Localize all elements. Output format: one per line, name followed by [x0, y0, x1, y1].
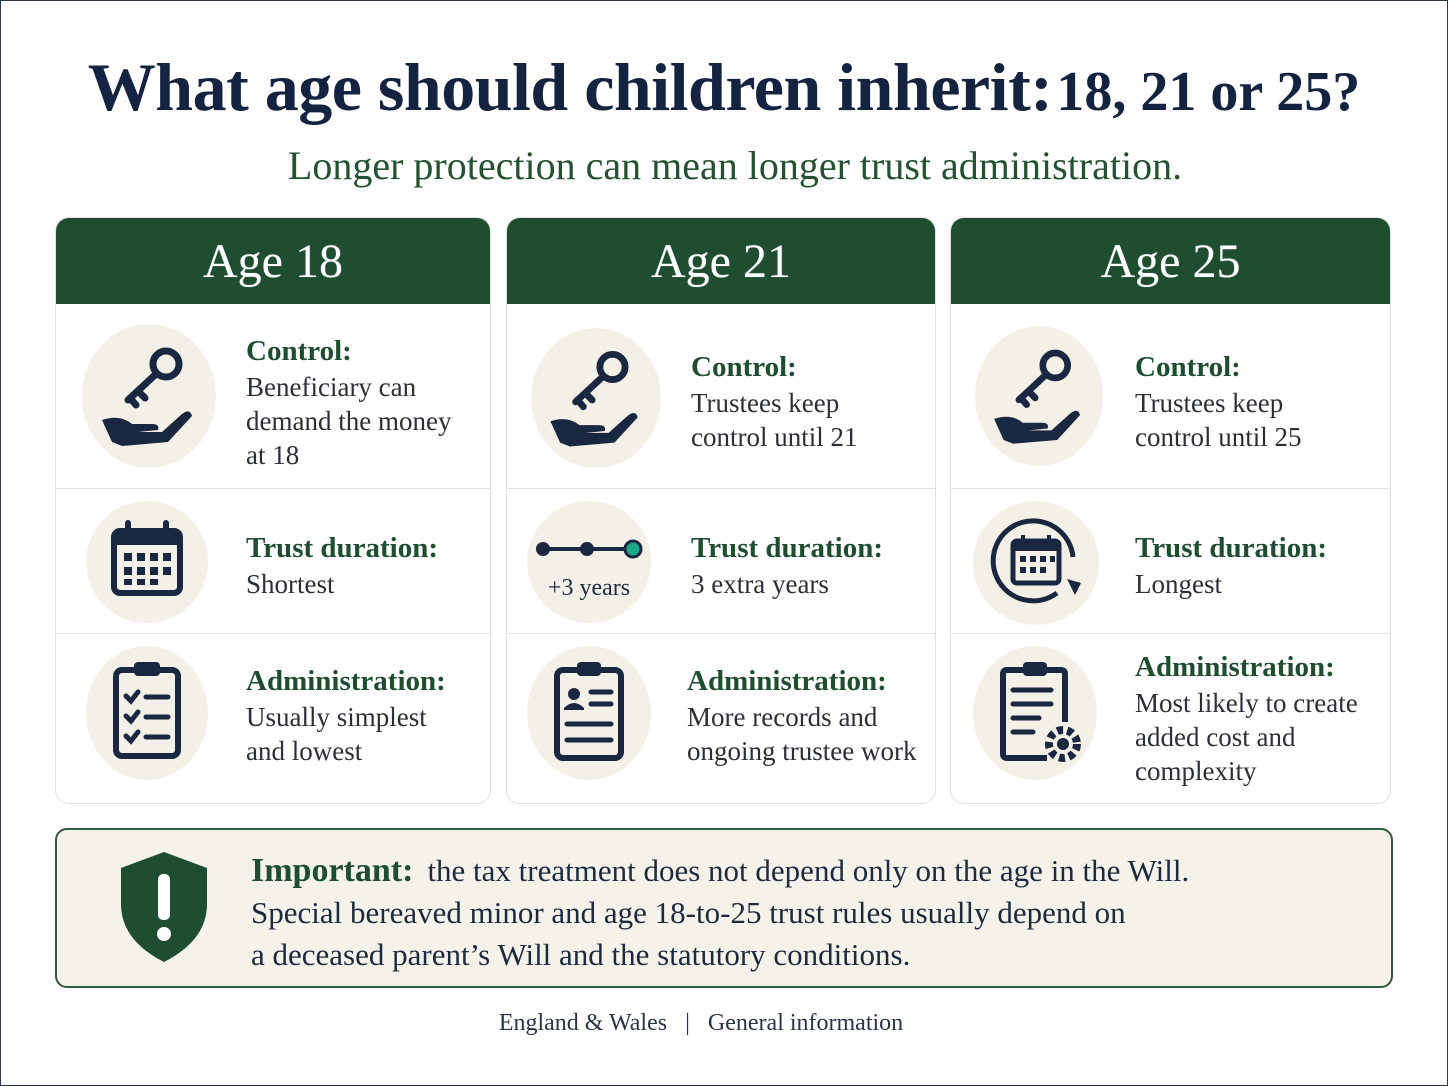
column-heading: Age 18	[56, 218, 490, 304]
page-subtitle: Longer protection can mean longer trust …	[287, 143, 1183, 188]
duration-text: Trust duration: Shortest	[246, 531, 438, 601]
footer: England & Wales | General information	[0, 1010, 1402, 1037]
control-value-line: control until 21	[691, 422, 858, 452]
important-label: Important:	[251, 852, 414, 889]
control-row: Control: Trustees keep control until 25	[951, 304, 1390, 488]
admin-label: Administration:	[1135, 651, 1335, 683]
duration-label: Trust duration:	[1135, 532, 1328, 564]
admin-value-line: complexity	[1135, 756, 1257, 786]
control-row: Control: Trustees keep control until 21	[507, 304, 935, 488]
control-value-line: at 18	[246, 440, 300, 470]
duration-value: 3 extra years	[691, 569, 829, 599]
control-text: Control: Beneficiary can demand the mone…	[246, 334, 451, 472]
control-text: Control: Trustees keep control until 25	[1135, 350, 1301, 454]
control-row: Control: Beneficiary can demand the mone…	[56, 304, 490, 488]
admin-row: Administration: Most likely to create ad…	[951, 633, 1390, 803]
column-age-25: Age 25 Control: Trustees keep control un…	[950, 217, 1391, 804]
duration-row: Trust duration: Longest	[951, 488, 1390, 634]
timeline-icon: +3 years	[527, 501, 651, 623]
control-value-line: Trustees keep	[1135, 388, 1284, 418]
control-label: Control:	[1135, 351, 1241, 383]
admin-row: Administration: More records and ongoing…	[507, 633, 935, 803]
duration-badge: +3 years	[547, 575, 631, 601]
admin-text: Administration: Usually simplest and low…	[246, 664, 446, 768]
duration-value: Longest	[1135, 569, 1222, 599]
footer-note: General information	[707, 1010, 904, 1036]
clipboard-person-icon	[527, 646, 651, 780]
clipboard-gear-icon	[973, 646, 1097, 780]
admin-value-line: added cost and	[1135, 722, 1296, 752]
checklist-icon	[86, 646, 208, 780]
column-age-21: Age 21 Control: Trustees keep control un…	[506, 217, 936, 804]
footer-jurisdiction: England & Wales	[498, 1010, 668, 1036]
shield-alert-icon	[117, 848, 211, 971]
control-label: Control:	[246, 335, 352, 367]
key-hand-icon	[531, 328, 661, 468]
duration-text: Trust duration: Longest	[1135, 531, 1327, 601]
control-value-line: control until 25	[1135, 422, 1302, 452]
control-value-line: Trustees keep	[691, 388, 840, 418]
important-notice: Important: the tax treatment does not dep…	[55, 828, 1393, 988]
important-line: Special bereaved minor and age 18-to-25 …	[251, 895, 1126, 930]
admin-label: Administration:	[687, 665, 887, 697]
duration-label: Trust duration:	[691, 532, 884, 564]
admin-label: Administration:	[246, 665, 446, 697]
key-hand-icon	[82, 324, 216, 468]
page-title: What age should children inherit: 18, 21…	[0, 48, 1448, 127]
admin-value-line: ongoing trustee work	[687, 736, 917, 766]
duration-row: Trust duration: Shortest	[56, 488, 490, 634]
title-main: What age should children inherit:	[87, 49, 1053, 125]
column-age-18: Age 18 Control: Beneficiary can demand t…	[55, 217, 491, 804]
control-value-line: demand the money	[246, 406, 452, 436]
admin-value-line: Usually simplest	[246, 702, 427, 732]
duration-label: Trust duration:	[246, 532, 439, 564]
calendar-icon	[86, 501, 208, 623]
admin-text: Administration: Most likely to create ad…	[1135, 650, 1358, 788]
admin-value-line: More records and	[687, 702, 878, 732]
duration-row: +3 years Trust duration: 3 extra years	[507, 488, 935, 634]
admin-text: Administration: More records and ongoing…	[687, 664, 916, 768]
important-line: Important: the tax treatment does not dep…	[251, 850, 1371, 892]
duration-value: Shortest	[246, 569, 335, 599]
admin-row: Administration: Usually simplest and low…	[56, 633, 490, 803]
control-value-line: Beneficiary can	[246, 372, 417, 402]
important-text: Important: the tax treatment does not dep…	[251, 850, 1371, 976]
control-text: Control: Trustees keep control until 21	[691, 350, 857, 454]
admin-value-line: and lowest	[246, 736, 363, 766]
calendar-cycle-icon	[973, 501, 1099, 625]
control-label: Control:	[691, 351, 797, 383]
column-heading: Age 21	[507, 218, 935, 304]
column-heading: Age 25	[951, 218, 1390, 304]
key-hand-icon	[975, 326, 1103, 466]
duration-text: Trust duration: 3 extra years	[691, 531, 883, 601]
footer-separator: |	[685, 1010, 690, 1036]
important-line: a deceased parent’s Will and the statuto…	[251, 937, 911, 972]
important-line-text: the tax treatment does not depend only o…	[427, 853, 1190, 888]
admin-value-line: Most likely to create	[1135, 688, 1358, 718]
title-ages: 18, 21 or 25?	[1056, 61, 1361, 123]
